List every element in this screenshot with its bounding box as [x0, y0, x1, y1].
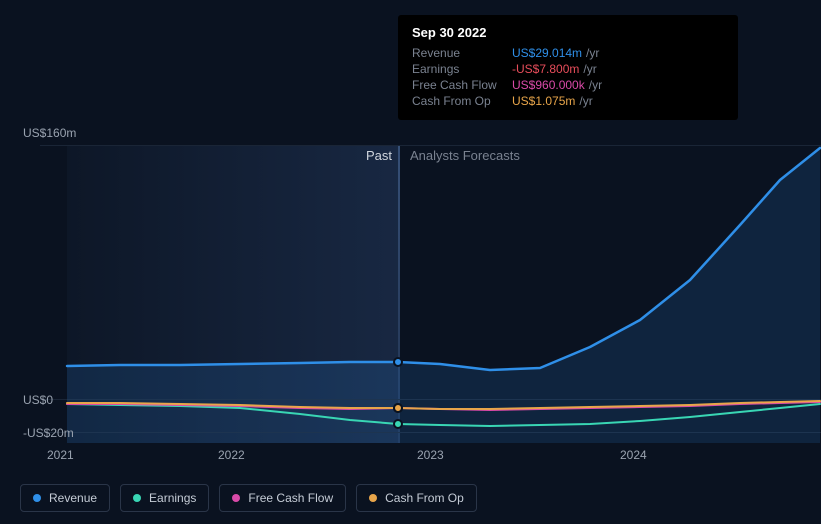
tooltip-unit: /yr: [586, 46, 599, 60]
forecast-label: Analysts Forecasts: [410, 148, 520, 163]
x-axis-label: 2022: [218, 448, 245, 462]
legend-dot: [133, 494, 141, 502]
tooltip-row: Free Cash FlowUS$960.000k/yr: [412, 78, 724, 92]
tooltip-value: US$960.000k: [512, 78, 585, 92]
tooltip-row: RevenueUS$29.014m/yr: [412, 46, 724, 60]
tooltip-label: Revenue: [412, 46, 512, 60]
tooltip-row: Cash From OpUS$1.075m/yr: [412, 94, 724, 108]
legend-label: Free Cash Flow: [248, 491, 333, 505]
legend-item[interactable]: Cash From Op: [356, 484, 477, 512]
tooltip-row: Earnings-US$7.800m/yr: [412, 62, 724, 76]
past-label: Past: [366, 148, 392, 163]
legend-item[interactable]: Earnings: [120, 484, 209, 512]
tooltip-date: Sep 30 2022: [412, 25, 724, 40]
tooltip-unit: /yr: [583, 62, 596, 76]
legend-dot: [33, 494, 41, 502]
y-axis-label: -US$20m: [23, 426, 74, 440]
chart-container: US$160m US$0 -US$20m Past Analysts Forec…: [20, 0, 801, 445]
series-marker: [393, 419, 403, 429]
tooltip-value: US$1.075m: [512, 94, 575, 108]
legend-label: Earnings: [149, 491, 196, 505]
series-marker: [393, 403, 403, 413]
x-axis-label: 2023: [417, 448, 444, 462]
x-axis-label: 2021: [47, 448, 74, 462]
tooltip-unit: /yr: [589, 78, 602, 92]
legend-item[interactable]: Revenue: [20, 484, 110, 512]
tooltip-label: Earnings: [412, 62, 512, 76]
y-axis-label: US$0: [23, 393, 53, 407]
legend-dot: [369, 494, 377, 502]
legend: Revenue Earnings Free Cash Flow Cash From O…: [20, 484, 477, 512]
legend-dot: [232, 494, 240, 502]
legend-label: Revenue: [49, 491, 97, 505]
tooltip-label: Cash From Op: [412, 94, 512, 108]
tooltip-value: -US$7.800m: [512, 62, 579, 76]
tooltip-label: Free Cash Flow: [412, 78, 512, 92]
series-marker: [393, 357, 403, 367]
y-axis-label: US$160m: [23, 126, 76, 140]
tooltip-unit: /yr: [579, 94, 592, 108]
legend-item[interactable]: Free Cash Flow: [219, 484, 346, 512]
tooltip-value: US$29.014m: [512, 46, 582, 60]
x-axis-label: 2024: [620, 448, 647, 462]
legend-label: Cash From Op: [385, 491, 464, 505]
chart-tooltip: Sep 30 2022 RevenueUS$29.014m/yrEarnings…: [398, 15, 738, 120]
